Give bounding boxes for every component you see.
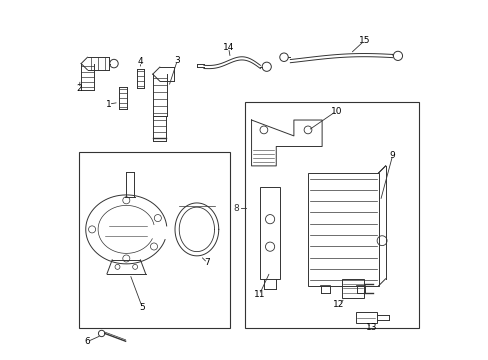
Text: 3: 3 xyxy=(174,55,180,64)
Bar xyxy=(307,173,378,286)
Bar xyxy=(341,279,364,298)
Text: 12: 12 xyxy=(333,300,344,309)
Text: 5: 5 xyxy=(139,302,145,311)
Text: 1: 1 xyxy=(105,100,111,109)
Text: 14: 14 xyxy=(223,43,234,52)
Bar xyxy=(244,102,418,328)
Text: 6: 6 xyxy=(84,337,90,346)
Text: 15: 15 xyxy=(358,36,369,45)
Bar xyxy=(79,152,230,328)
Text: 4: 4 xyxy=(137,57,143,66)
Text: 9: 9 xyxy=(389,151,395,160)
Text: 11: 11 xyxy=(253,290,264,299)
Text: 8: 8 xyxy=(233,204,239,213)
Text: 7: 7 xyxy=(204,258,210,267)
Bar xyxy=(355,312,376,323)
Text: 10: 10 xyxy=(330,107,341,116)
Text: 2: 2 xyxy=(77,84,82,93)
Text: 13: 13 xyxy=(365,323,376,332)
Bar xyxy=(260,187,279,279)
